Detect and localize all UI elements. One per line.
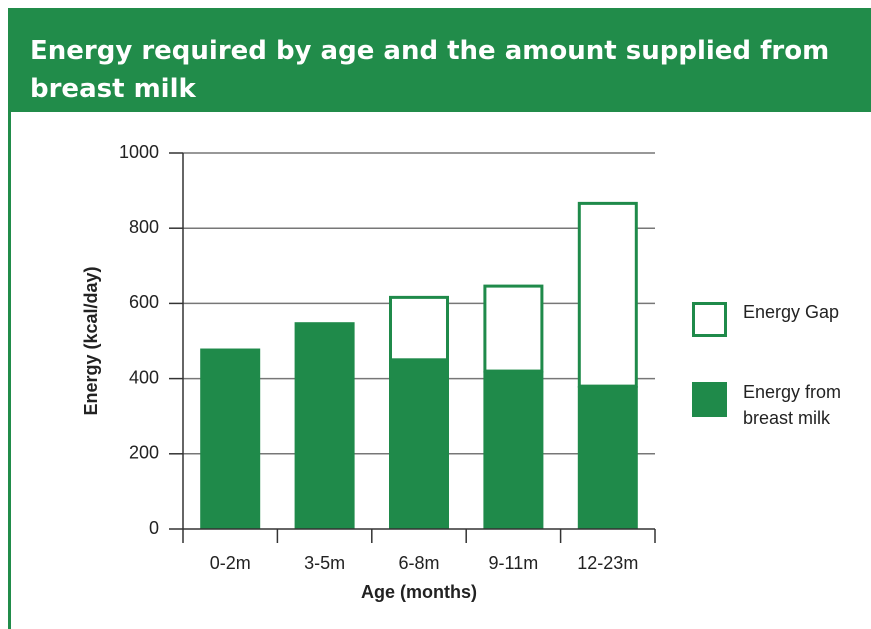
x-tick-label: 9-11m (489, 553, 539, 573)
bar-segment (389, 359, 449, 529)
x-tick-label: 0-2m (210, 553, 251, 573)
chart-title: Energy required by age and the amount su… (30, 36, 830, 104)
y-tick-label: 400 (129, 367, 159, 387)
y-tick-label: 800 (129, 217, 159, 237)
x-axis-label: Age (months) (361, 582, 477, 602)
x-tick-label: 12-23m (577, 553, 638, 573)
bar-segment (200, 348, 261, 529)
y-tick-label: 200 (129, 443, 159, 463)
bar-segment (389, 295, 449, 362)
legend-label: Energy Gap (743, 302, 840, 322)
y-tick-label: 1000 (119, 142, 159, 162)
bar-segment (577, 386, 638, 529)
bar-segment (577, 201, 638, 388)
y-tick-label: 600 (129, 292, 159, 312)
legend-swatch (692, 382, 727, 417)
bar-segment (483, 371, 544, 529)
side-border (8, 112, 11, 629)
x-tick-label: 6-8m (398, 553, 439, 573)
header: Energy required by age and the amount su… (8, 8, 871, 112)
legend-label: Energy from breast milk (743, 382, 842, 428)
legend-swatch (692, 302, 727, 337)
bar-segment (483, 284, 544, 373)
bar-segment (294, 322, 355, 529)
y-axis-label: Energy (kcal/day) (81, 266, 101, 415)
y-tick-label: 0 (149, 518, 159, 538)
x-tick-label: 3-5m (304, 553, 345, 573)
